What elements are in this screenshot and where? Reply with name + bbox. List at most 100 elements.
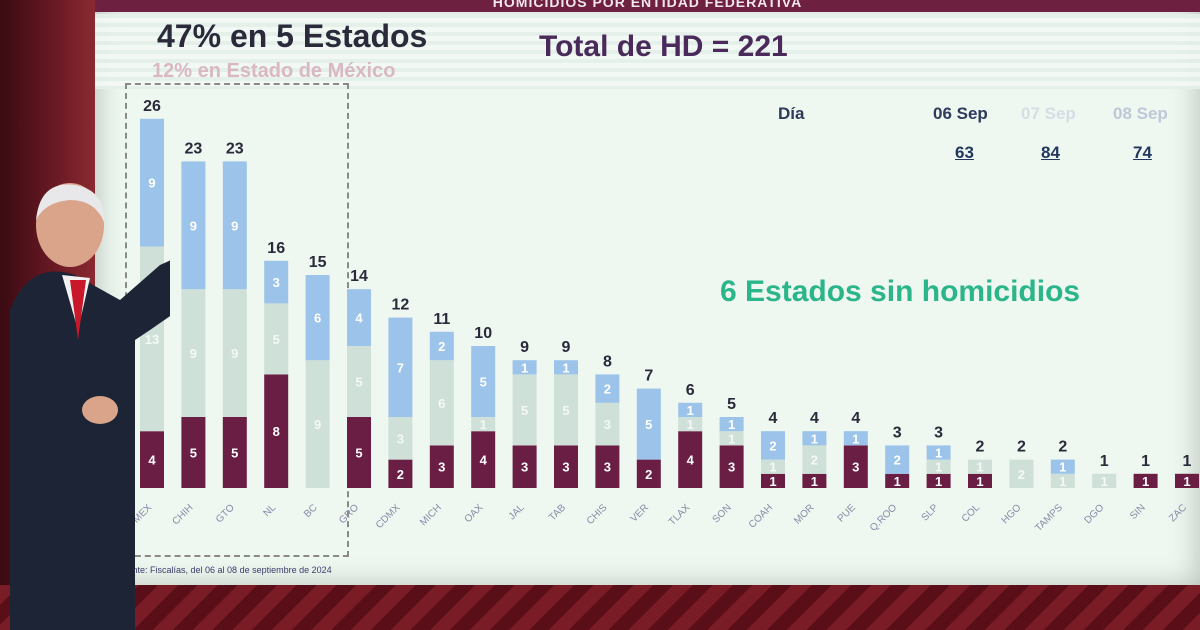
- segment-label: 9: [231, 346, 238, 361]
- bar-total-label: 4: [769, 410, 778, 427]
- x-tick-label: SIN: [1128, 502, 1148, 522]
- x-tick-label: JAL: [507, 502, 527, 522]
- segment-label: 2: [438, 339, 445, 354]
- bar-segment-mor-1: [802, 473, 827, 488]
- segment-label: 4: [480, 453, 488, 468]
- bar-total-label: 2: [1017, 439, 1026, 456]
- slide-title-bar: HOMICIDIOS POR ENTIDAD FEDERATIVA: [95, 0, 1200, 12]
- bar-total-label: 26: [143, 98, 161, 115]
- segment-label: 8: [273, 424, 280, 439]
- bar-total-label: 1: [1100, 453, 1109, 470]
- bar-segment-cdmx-2: [388, 417, 413, 460]
- x-tick-label: VER: [629, 502, 651, 524]
- bar-total-label: 3: [934, 424, 943, 441]
- segment-label: 1: [976, 474, 983, 489]
- bar-segment-slp-3: [926, 445, 951, 460]
- segment-label: 1: [811, 474, 818, 489]
- bar-segment-gto-3: [222, 161, 247, 290]
- bar-total-label: 9: [520, 339, 529, 356]
- bar-total-label: 3: [893, 424, 902, 441]
- segment-label: 5: [521, 403, 528, 418]
- segment-label: 1: [852, 431, 859, 446]
- bar-total-label: 16: [267, 240, 285, 257]
- segment-label: 1: [811, 431, 818, 446]
- segment-label: 4: [687, 453, 695, 468]
- x-tick-label: OAX: [463, 502, 486, 525]
- x-tick-label: HGO: [1000, 502, 1024, 526]
- bar-total-label: 6: [686, 382, 695, 399]
- header-stripes: [95, 14, 1200, 89]
- bar-segment-gto-2: [222, 289, 247, 417]
- bar-total-label: 4: [810, 410, 819, 427]
- bar-total-label: 11: [433, 311, 450, 328]
- source-note: Fuente: Fiscalías, del 06 al 08 de septi…: [117, 565, 332, 575]
- presentation-screen: HOMICIDIOS POR ENTIDAD FEDERATIVA 47% en…: [95, 0, 1200, 588]
- x-tick-label: COAH: [747, 502, 775, 530]
- x-tick-label: ZAC: [1167, 502, 1189, 524]
- bar-segment-oax-2: [471, 417, 496, 432]
- segment-label: 13: [145, 332, 159, 347]
- bar-segment-coah-1: [761, 473, 785, 488]
- segment-label: 4: [355, 311, 363, 326]
- segment-label: 6: [314, 311, 321, 326]
- bar-segment-qroo-3: [885, 445, 910, 474]
- x-tick-label: BC: [302, 502, 320, 520]
- bar-segment-coah-2: [761, 459, 785, 474]
- bar-segment-mich-3: [429, 331, 454, 361]
- segment-label: 5: [231, 446, 238, 461]
- segment-label: 3: [604, 460, 611, 475]
- segment-label: 1: [976, 460, 983, 475]
- segment-label: 3: [728, 460, 735, 475]
- segment-label: 1: [521, 360, 528, 375]
- bar-segment-cdmx-3: [388, 317, 413, 417]
- bar-segment-slp-1: [926, 473, 951, 488]
- bar-segment-zac-1: [1175, 473, 1199, 488]
- segment-label: 1: [687, 417, 694, 432]
- bar-total-label: 23: [226, 140, 244, 157]
- bar-total-label: 14: [350, 268, 368, 285]
- day-date-3: 08 Sep: [1113, 104, 1168, 123]
- segment-label: 9: [148, 176, 155, 191]
- x-tick-label: CHIS: [585, 502, 610, 527]
- bar-segment-jal-3: [512, 360, 537, 375]
- bar-total-label: 1: [1183, 453, 1192, 470]
- segment-label: 1: [1059, 474, 1066, 489]
- segment-label: 2: [811, 453, 818, 468]
- x-tick-label: PUE: [836, 502, 859, 525]
- segment-label: 2: [1018, 467, 1025, 482]
- segment-label: 1: [769, 460, 776, 475]
- x-tick-label: GTO: [214, 502, 237, 525]
- bar-segment-tlax-3: [678, 402, 703, 417]
- speaker-figure: [10, 183, 170, 630]
- bar-segment-nl-3: [264, 260, 289, 304]
- x-tick-label: DGO: [1082, 502, 1106, 526]
- segment-label: 2: [397, 467, 404, 482]
- day-date-2: 07 Sep: [1021, 104, 1076, 123]
- segment-label: 3: [521, 460, 528, 475]
- bar-total-label: 15: [309, 254, 327, 271]
- x-tick-label: TAMPS: [1033, 502, 1065, 534]
- segment-label: 3: [397, 431, 404, 446]
- bar-segment-chis-3: [595, 374, 620, 403]
- bar-total-label: 5: [727, 396, 736, 413]
- bar-total-label: 1: [1141, 453, 1150, 470]
- bar-segment-son-3: [719, 417, 744, 432]
- segment-label: 1: [894, 474, 901, 489]
- bar-segment-col-2: [968, 459, 992, 474]
- segment-label: 1: [1101, 474, 1108, 489]
- day-value-2: 84: [1041, 143, 1060, 162]
- bar-segment-tab-2: [554, 374, 578, 446]
- segment-label: 3: [273, 275, 280, 290]
- segment-label: 9: [190, 346, 197, 361]
- segment-label: 9: [231, 218, 238, 233]
- headline: 47% en 5 Estados: [157, 18, 428, 54]
- bar-segment-gro-1: [347, 417, 371, 488]
- x-tick-label: TLAX: [667, 502, 693, 528]
- day-column-label: Día: [778, 104, 805, 123]
- segment-label: 3: [604, 417, 611, 432]
- bar-segment-mor-2: [802, 445, 827, 474]
- bar-segment-tamps-3: [1050, 459, 1075, 474]
- segment-label: 1: [728, 417, 735, 432]
- day-value-3: 74: [1133, 143, 1152, 162]
